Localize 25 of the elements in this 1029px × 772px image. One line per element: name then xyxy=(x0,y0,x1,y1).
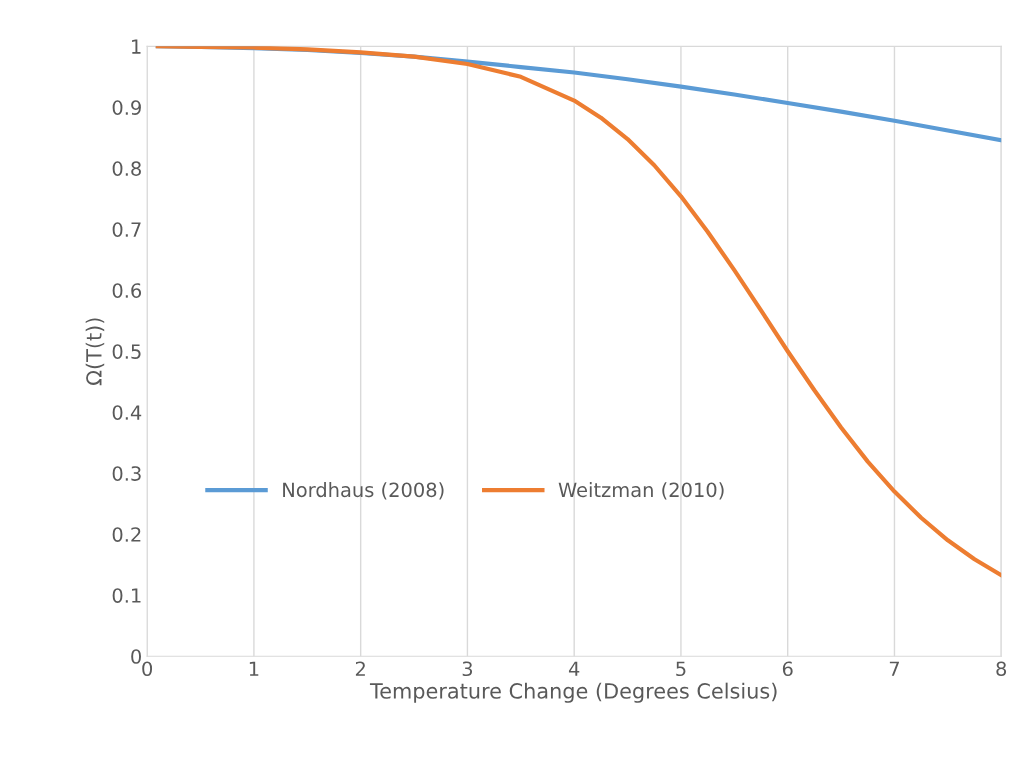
y-tick-label: 0.2 xyxy=(112,527,141,542)
x-axis-title: Temperature Change (Degrees Celsius) xyxy=(369,682,777,703)
y-tick-label: 0.6 xyxy=(112,283,142,298)
y-tick-label: 0.7 xyxy=(112,222,141,237)
y-tick-label: 0.1 xyxy=(112,588,141,603)
x-tick-label: 0 xyxy=(142,661,153,677)
x-tick-label: 7 xyxy=(889,661,899,676)
y-tick-label: 0.8 xyxy=(112,161,141,176)
x-tick-label: 5 xyxy=(676,661,686,677)
y-tick-label: 0.5 xyxy=(112,344,141,359)
x-tick-label: 6 xyxy=(782,661,793,677)
y-tick-label: 0 xyxy=(131,649,141,664)
line-series xyxy=(155,46,1002,578)
x-tick-label: 4 xyxy=(568,661,580,676)
x-tick-label: 1 xyxy=(249,661,259,676)
y-tick-label: 0.9 xyxy=(112,100,141,115)
y-tick-label: 0.3 xyxy=(112,466,141,481)
legend-label: Nordhaus (2008) xyxy=(283,482,444,500)
x-tick-label: 8 xyxy=(996,661,1007,677)
y-tick-label: 1 xyxy=(132,39,141,54)
y-axis-title: Ω(T(t)) xyxy=(85,318,105,386)
legend-label: Weitzman (2010) xyxy=(558,482,724,500)
x-tick-label: 3 xyxy=(462,661,473,677)
x-tick-label: 2 xyxy=(355,661,365,676)
y-tick-label: 0.4 xyxy=(112,405,142,420)
